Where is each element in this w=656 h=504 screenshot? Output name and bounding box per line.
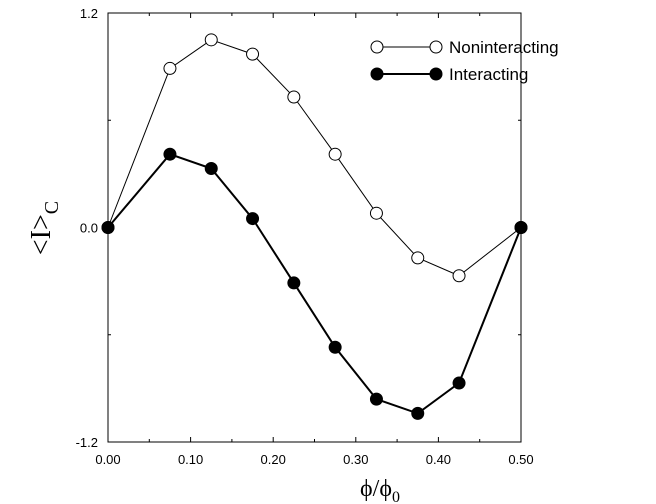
data-point-interacting	[452, 376, 466, 390]
series-line-interacting	[107, 153, 522, 415]
legend-marker-interacting	[429, 67, 443, 81]
series-interacting	[101, 147, 528, 420]
x-tick-label: 0.50	[508, 452, 533, 467]
data-point-noninteracting	[204, 33, 218, 47]
data-point-interacting	[411, 406, 425, 420]
y-tick-label: -1.2	[76, 435, 98, 450]
data-point-noninteracting	[369, 206, 383, 220]
data-point-interacting	[101, 221, 115, 234]
data-point-interacting	[287, 276, 301, 290]
x-tick-label: 0.00	[95, 452, 120, 467]
x-axis-title: ϕ/ϕ0	[360, 476, 400, 504]
legend-marker-noninteracting	[429, 40, 443, 54]
series-layer	[101, 33, 528, 420]
data-point-noninteracting	[246, 47, 260, 61]
data-point-interacting	[328, 340, 342, 354]
x-tick-label: 0.30	[343, 452, 368, 467]
y-axis-title-base: <I>	[26, 214, 57, 255]
data-point-interacting	[369, 392, 383, 406]
data-point-interacting	[163, 147, 177, 161]
x-axis-title-base: ϕ/ϕ	[360, 476, 392, 502]
y-axis-title-subscript: C	[41, 201, 63, 214]
legend-label-interacting: Interacting	[449, 65, 528, 84]
series-line-noninteracting	[107, 39, 522, 277]
data-point-noninteracting	[163, 61, 177, 75]
data-point-noninteracting	[452, 269, 466, 283]
y-tick-label: 0.0	[80, 221, 98, 236]
data-point-interacting	[246, 212, 260, 226]
x-tick-label: 0.10	[178, 452, 203, 467]
x-axis-title-subscript: 0	[392, 489, 400, 504]
legend-marker-interacting	[370, 67, 384, 81]
y-tick-label: 1.2	[80, 6, 98, 21]
x-tick-label: 0.20	[261, 452, 286, 467]
legend: Noninteracting Interacting	[370, 38, 559, 84]
x-tick-label: 0.40	[426, 452, 451, 467]
axis-ticks: 0.00 0.10 0.20 0.30 0.40 0.50 1.2 0.0 -1.2	[76, 6, 534, 467]
data-point-noninteracting	[328, 147, 342, 161]
y-axis-title: <I>C	[26, 201, 63, 255]
legend-item-interacting: Interacting	[370, 65, 528, 84]
legend-item-noninteracting: Noninteracting	[370, 38, 559, 57]
data-point-noninteracting	[287, 90, 301, 104]
legend-label-noninteracting: Noninteracting	[449, 38, 559, 57]
data-point-interacting	[204, 162, 218, 176]
data-point-interacting	[514, 221, 528, 234]
legend-marker-noninteracting	[370, 40, 384, 54]
data-point-noninteracting	[411, 251, 425, 265]
